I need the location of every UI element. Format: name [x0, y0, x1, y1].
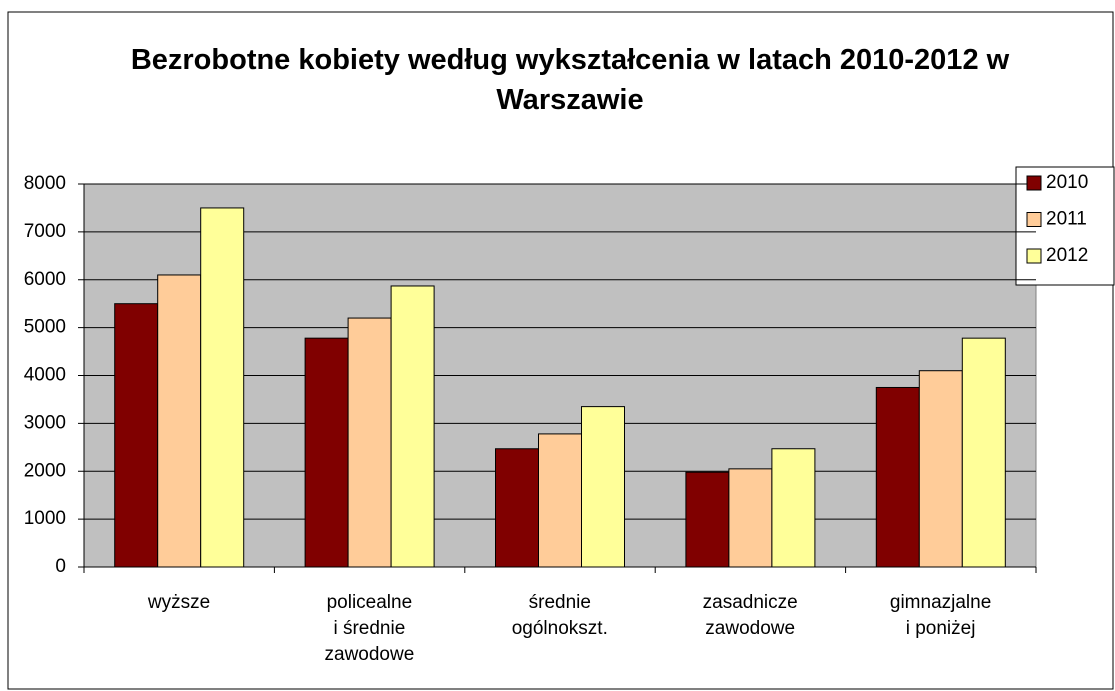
x-tick-label: policealne i średnie zawodowe	[324, 592, 415, 665]
bar	[347, 317, 392, 568]
chart-title: Bezrobotne kobiety według wykształcenia …	[130, 44, 1010, 116]
bar	[304, 337, 349, 568]
x-tick-label: gimnazjalne i poniżej	[889, 592, 992, 639]
bar	[538, 433, 582, 568]
y-tick-label: 0	[55, 556, 66, 577]
bar	[495, 448, 539, 568]
y-tick-label: 7000	[24, 221, 66, 242]
bar	[390, 285, 435, 568]
y-tick-label: 8000	[24, 173, 66, 194]
bar	[875, 386, 920, 568]
x-tick-label: wyższe	[147, 592, 211, 613]
y-tick-label: 1000	[24, 508, 66, 529]
legend-swatch	[1026, 212, 1042, 227]
x-tick-label: zasadnicze zawodowe	[702, 592, 798, 639]
bar	[200, 207, 245, 568]
legend-label: 2011	[1046, 209, 1087, 230]
y-tick-label: 6000	[24, 269, 66, 290]
y-tick-label: 4000	[24, 365, 66, 386]
bar	[581, 406, 625, 568]
legend-swatch	[1026, 248, 1042, 264]
y-tick-label: 2000	[24, 460, 66, 481]
bar	[918, 370, 963, 568]
legend-label: 2012	[1046, 245, 1088, 266]
x-tick-label: średnie ogólnokszt.	[511, 592, 608, 639]
bar	[728, 468, 773, 568]
bar	[771, 448, 816, 568]
bar	[157, 274, 202, 568]
bar	[961, 337, 1006, 568]
y-tick-label: 5000	[24, 317, 66, 338]
legend-label: 2010	[1046, 172, 1088, 193]
y-tick-label: 3000	[24, 412, 66, 433]
legend-swatch	[1026, 175, 1042, 191]
bar	[685, 471, 730, 568]
bar	[114, 303, 159, 568]
